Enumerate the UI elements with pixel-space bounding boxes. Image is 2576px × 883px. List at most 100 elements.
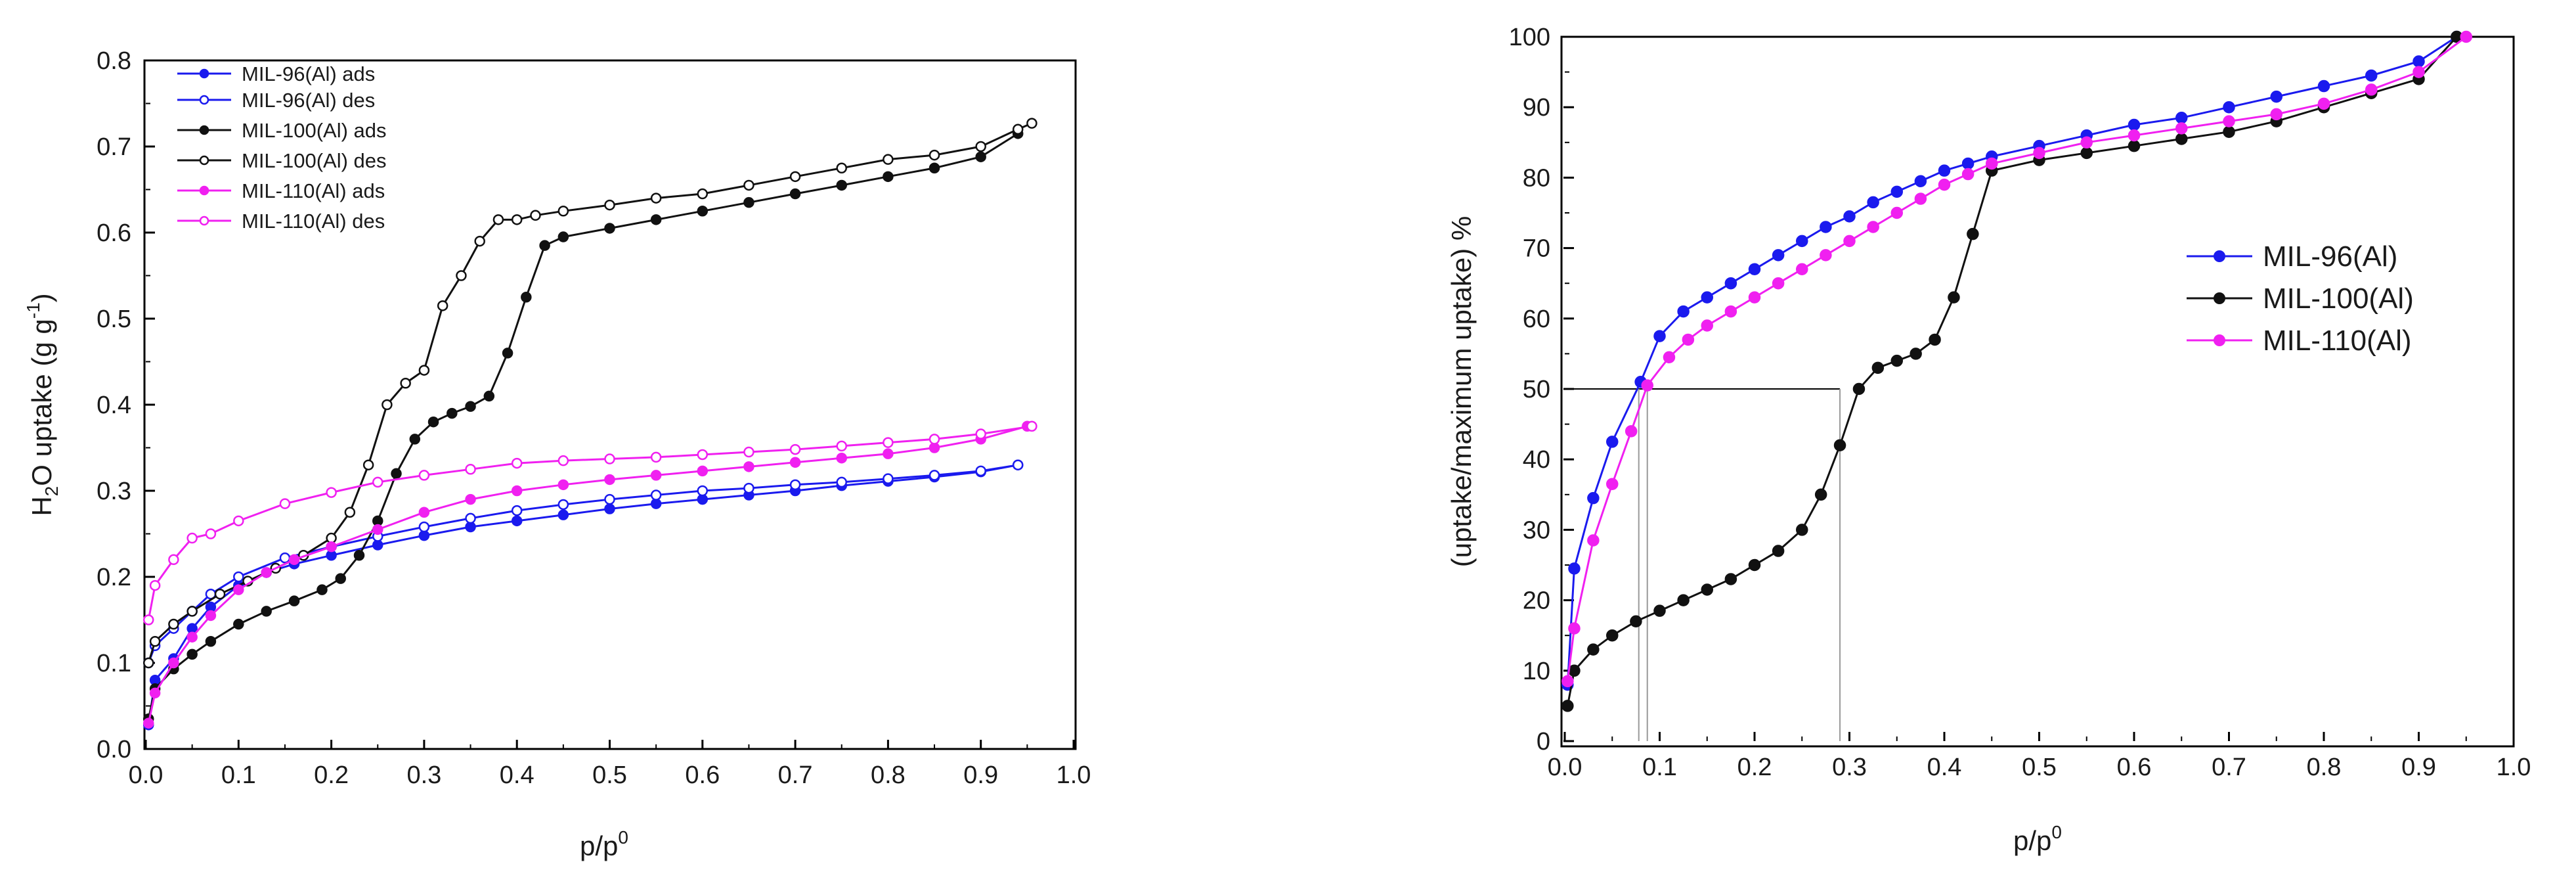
data-point — [1843, 210, 1856, 223]
x-tick-label: 0.0 — [129, 761, 164, 789]
data-point — [1772, 545, 1785, 557]
data-point — [1986, 157, 1998, 170]
series-line — [1566, 35, 2467, 682]
data-point — [1914, 175, 1927, 188]
data-point — [1625, 425, 1638, 438]
y-tick-label: 0.3 — [97, 478, 131, 505]
y-tick-label: 60 — [1523, 306, 1550, 333]
data-point — [2317, 79, 2330, 93]
data-point — [2270, 90, 2282, 103]
data-point — [214, 588, 226, 600]
data-point — [418, 470, 430, 481]
x-tick-label: 0.8 — [2307, 754, 2342, 781]
y-tick-label: 0.8 — [97, 47, 131, 75]
data-point — [353, 550, 365, 561]
series-mil-110-al-des — [142, 420, 1037, 625]
data-point — [1653, 604, 1666, 617]
data-point — [604, 199, 615, 211]
data-point — [149, 687, 161, 699]
data-point — [382, 399, 393, 411]
data-point — [261, 606, 272, 617]
data-point — [1701, 319, 1713, 332]
data-point — [743, 446, 754, 458]
data-point — [142, 614, 154, 625]
data-point — [1701, 291, 1713, 304]
data-point — [883, 171, 894, 183]
data-point — [186, 631, 198, 643]
data-point — [456, 270, 467, 281]
data-point — [789, 457, 801, 468]
legend-entry: MIL-96(Al) — [2187, 240, 2397, 273]
x-label-main: p/p — [2013, 825, 2051, 856]
data-point — [697, 465, 709, 477]
data-point — [650, 214, 662, 225]
y-tick-label: 70 — [1523, 235, 1550, 263]
data-point — [447, 407, 458, 419]
data-point — [1833, 439, 1846, 452]
data-point — [1641, 379, 1653, 392]
data-point — [1852, 382, 1866, 396]
data-point — [1796, 524, 1808, 536]
legend-entry: MIL-96(Al) ads — [177, 62, 375, 85]
data-point — [2128, 118, 2141, 131]
data-point — [1867, 196, 1879, 209]
x-tick-label: 0.4 — [1927, 754, 1962, 781]
data-point — [465, 464, 476, 475]
data-point — [1796, 263, 1808, 276]
series-line — [147, 464, 1018, 725]
data-point — [1890, 185, 1903, 198]
x-tick-label: 0.7 — [778, 761, 813, 789]
data-point — [928, 434, 940, 445]
data-point — [168, 618, 179, 630]
data-point — [1748, 558, 1761, 572]
data-point — [186, 532, 198, 544]
data-point — [372, 524, 383, 535]
data-point — [1890, 354, 1903, 367]
x-label-sup: 0 — [618, 827, 628, 848]
data-point — [205, 636, 217, 647]
y-label-sup: -1 — [23, 302, 43, 319]
data-point — [2033, 147, 2045, 160]
data-point — [1606, 478, 1619, 490]
data-point — [186, 606, 198, 617]
data-point — [1938, 164, 1951, 177]
legend-label: MIL-100(Al) ads — [242, 119, 387, 142]
data-point — [604, 453, 615, 464]
data-point — [511, 485, 523, 497]
data-point — [604, 503, 615, 514]
chart-normalized-uptake: 0.0 0.1 0.2 0.3 0.4 0.5 0.6 0.7 0.8 0.9 1.0 0 10 20 30… — [1446, 24, 2531, 856]
y-label-pre: H — [26, 496, 57, 516]
data-point — [836, 179, 847, 191]
y-tick-label: 30 — [1523, 516, 1550, 544]
data-point — [344, 507, 356, 518]
series-line — [1566, 35, 2458, 706]
data-point — [789, 188, 801, 200]
data-point — [233, 571, 244, 583]
data-point — [1948, 291, 1960, 304]
series-line — [147, 425, 1032, 620]
x-tick-label: 0.8 — [871, 761, 906, 789]
data-point — [186, 648, 198, 660]
series-group — [142, 118, 1037, 731]
legend: MIL-96(Al) MIL-100(Al) MIL-110(Al) — [2187, 240, 2414, 357]
legend-label: MIL-110(Al) — [2263, 325, 2412, 357]
data-point — [2317, 97, 2330, 110]
data-point — [1814, 488, 1827, 501]
series-mil-110-al-ads — [142, 420, 1033, 729]
data-point — [418, 365, 430, 376]
data-point — [1677, 594, 1690, 606]
x-tick-label: 0.3 — [1832, 754, 1867, 781]
data-point — [557, 231, 569, 242]
data-point — [2223, 101, 2235, 114]
data-point — [975, 151, 986, 162]
x-tick-label: 0.1 — [221, 761, 256, 789]
data-point — [928, 149, 940, 161]
series-mil-96-al-ads — [142, 459, 1024, 731]
data-point — [743, 179, 754, 191]
data-point — [511, 515, 523, 527]
data-point — [1587, 534, 1600, 547]
data-point — [789, 171, 801, 183]
data-point — [474, 235, 485, 247]
data-point — [1587, 643, 1600, 656]
data-point — [205, 528, 217, 539]
